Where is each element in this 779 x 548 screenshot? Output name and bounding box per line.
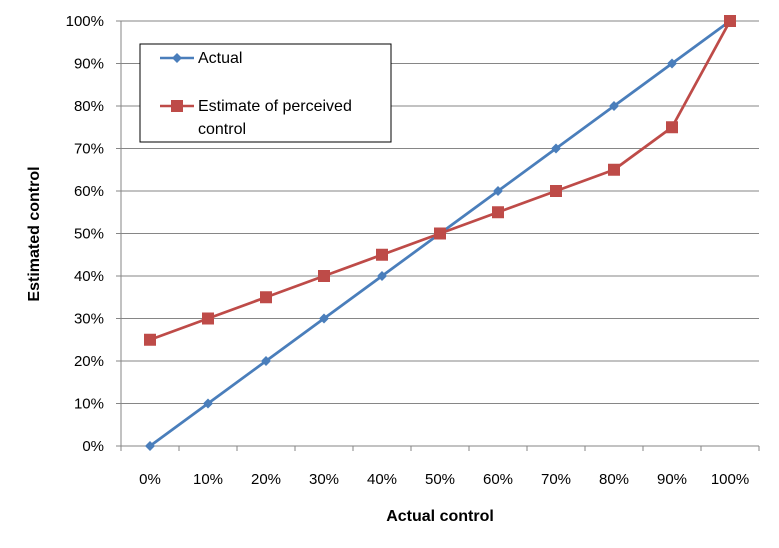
data-point-actual xyxy=(261,356,271,366)
y-tick-label: 50% xyxy=(74,226,104,243)
data-point-actual xyxy=(203,398,213,409)
data-point-actual xyxy=(493,186,503,196)
x-tick-label: 50% xyxy=(425,471,455,488)
y-tick-label: 90% xyxy=(74,56,104,73)
data-point-estimate xyxy=(376,248,388,261)
data-point-actual xyxy=(551,143,561,154)
x-tick-labels: 0% 10% 20% 30% 40% 50% 60% 70% 80% 90% 100% xyxy=(139,471,749,488)
y-axis-title: Estimated control xyxy=(26,166,43,301)
data-point-estimate xyxy=(492,206,504,219)
x-tick-label: 20% xyxy=(251,471,281,488)
series-group xyxy=(144,15,736,451)
data-point-estimate xyxy=(318,270,330,282)
x-tick-label: 30% xyxy=(309,471,339,488)
data-point-actual xyxy=(667,58,677,69)
y-tick-labels: 0% 10% 20% 30% 40% 50% 60% 70% 80% 90% 100% xyxy=(66,13,104,455)
y-tick-label: 0% xyxy=(82,438,104,455)
data-point-estimate xyxy=(202,312,214,325)
data-point-estimate xyxy=(666,121,678,134)
y-tick-label: 20% xyxy=(74,353,104,370)
x-tick-label: 90% xyxy=(657,471,687,488)
data-point-actual xyxy=(377,271,387,281)
y-tick-label: 70% xyxy=(74,141,104,158)
x-tick-label: 40% xyxy=(367,471,397,488)
data-point-actual xyxy=(319,313,329,324)
data-point-estimate xyxy=(144,333,156,346)
data-point-actual xyxy=(145,441,155,451)
x-axis-title: Actual control xyxy=(386,508,494,525)
y-tick-label: 40% xyxy=(74,268,104,285)
x-tick-label: 70% xyxy=(541,471,571,488)
legend-label-estimate: Estimate of perceived control xyxy=(198,98,352,138)
x-tick-label: 100% xyxy=(711,471,749,488)
x-tick-label: 10% xyxy=(193,471,223,488)
y-tick-label: 100% xyxy=(66,13,104,30)
legend-label-actual: Actual xyxy=(198,50,242,67)
data-point-estimate xyxy=(724,15,736,27)
legend: Actual Estimate of perceived control xyxy=(139,43,392,143)
data-point-estimate xyxy=(260,291,272,304)
y-tick-label: 30% xyxy=(74,311,104,328)
legend-marker-actual xyxy=(172,53,182,63)
data-point-estimate xyxy=(434,227,446,240)
y-tick-label: 80% xyxy=(74,98,104,115)
x-tick-label: 60% xyxy=(483,471,513,488)
data-point-estimate xyxy=(608,163,620,176)
data-point-actual xyxy=(609,101,619,111)
data-point-estimate xyxy=(550,185,562,197)
legend-box xyxy=(139,43,392,143)
y-tick-label: 60% xyxy=(74,183,104,200)
axes xyxy=(116,20,760,451)
x-tick-label: 80% xyxy=(599,471,629,488)
y-tick-label: 10% xyxy=(74,396,104,413)
x-tick-label: 0% xyxy=(139,471,161,488)
legend-marker-estimate xyxy=(171,100,183,112)
